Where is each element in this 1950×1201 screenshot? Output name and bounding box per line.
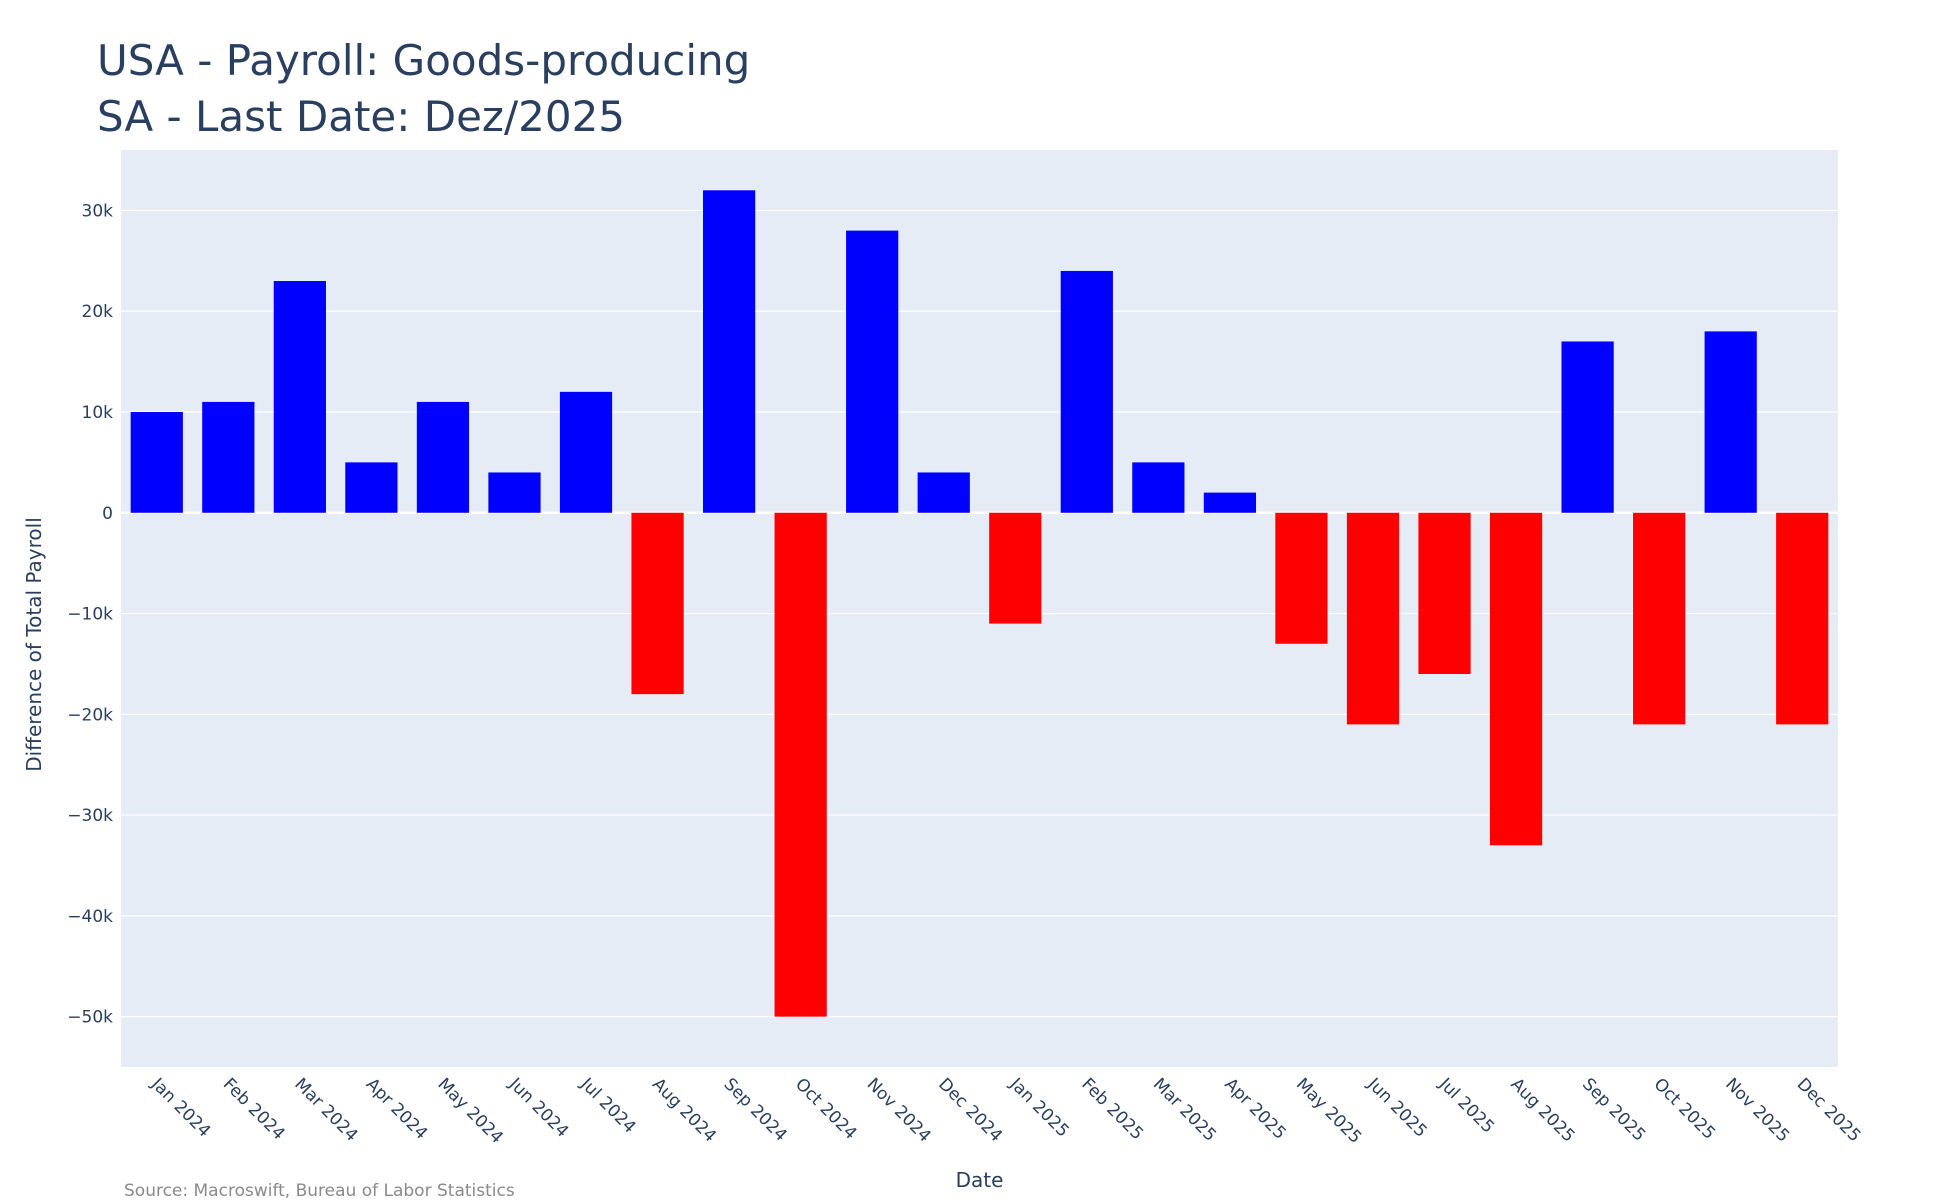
y-tick-label: −40k bbox=[67, 907, 113, 927]
bar bbox=[1489, 512, 1543, 846]
bar bbox=[416, 401, 470, 513]
x-tick-label: Jul 2024 bbox=[576, 1074, 640, 1138]
x-tick-label: Dec 2025 bbox=[1793, 1074, 1865, 1146]
y-tick-label: −10k bbox=[67, 605, 113, 625]
bar bbox=[130, 412, 183, 513]
x-tick-label: Sep 2024 bbox=[720, 1074, 791, 1145]
chart-title-line-1: USA - Payroll: Goods-producing bbox=[97, 36, 751, 85]
bar bbox=[1346, 512, 1400, 725]
x-tick-label: Mar 2024 bbox=[290, 1074, 361, 1145]
y-tick-label: 10k bbox=[82, 403, 114, 423]
x-tick-label: Jul 2025 bbox=[1434, 1074, 1498, 1138]
x-tick-label: Jan 2024 bbox=[147, 1074, 215, 1142]
x-tick-label: Aug 2025 bbox=[1507, 1074, 1579, 1146]
grid-lines bbox=[121, 209, 1838, 1018]
y-tick-label: 20k bbox=[82, 302, 114, 322]
bar bbox=[917, 472, 970, 513]
x-tick-label: Nov 2025 bbox=[1721, 1074, 1793, 1146]
x-tick-label: Jan 2025 bbox=[1005, 1074, 1073, 1142]
bar bbox=[1418, 512, 1471, 674]
bar bbox=[1561, 341, 1614, 513]
bar bbox=[774, 512, 827, 1017]
y-tick-label: 0 bbox=[102, 504, 113, 524]
bar-series bbox=[130, 190, 1829, 1017]
bar bbox=[1704, 331, 1757, 513]
y-tick-label: −50k bbox=[67, 1008, 113, 1028]
x-tick-label: Oct 2025 bbox=[1650, 1074, 1719, 1143]
bar bbox=[846, 230, 899, 513]
x-tick-label: Mar 2025 bbox=[1149, 1074, 1220, 1145]
x-tick-label: Jun 2025 bbox=[1363, 1074, 1431, 1142]
bar bbox=[1633, 512, 1686, 725]
x-tick-label: Jun 2024 bbox=[504, 1074, 572, 1142]
bar bbox=[488, 472, 541, 513]
y-tick-label: 30k bbox=[82, 201, 114, 221]
x-tick-label: May 2025 bbox=[1292, 1074, 1365, 1147]
bar bbox=[1275, 512, 1328, 644]
y-axis-ticks: 30k 20k 10k 0 −10k −20k −30k −40k −50k bbox=[67, 201, 113, 1027]
bar bbox=[1132, 462, 1185, 513]
bar bbox=[1776, 512, 1829, 725]
y-axis-label: Difference of Total Payroll bbox=[22, 517, 46, 772]
y-tick-label: −30k bbox=[67, 806, 113, 826]
bar bbox=[1203, 492, 1257, 513]
x-tick-label: Nov 2024 bbox=[863, 1074, 935, 1146]
bar bbox=[702, 190, 756, 513]
x-tick-label: Oct 2024 bbox=[791, 1074, 860, 1143]
x-tick-label: May 2024 bbox=[433, 1074, 506, 1147]
bar bbox=[202, 401, 255, 513]
source-note: Source: Macroswift, Bureau of Labor Stat… bbox=[124, 1181, 515, 1201]
x-tick-label: Apr 2024 bbox=[362, 1074, 431, 1143]
x-axis-ticks: Jan 2024 Feb 2024 Mar 2024 Apr 2024 May 2024… bbox=[147, 1074, 1865, 1148]
chart-title-line-2: SA - Last Date: Dez/2025 bbox=[97, 92, 626, 141]
x-axis-label: Date bbox=[956, 1168, 1004, 1192]
bar bbox=[559, 391, 613, 513]
y-tick-label: −20k bbox=[67, 705, 113, 725]
bar bbox=[345, 462, 398, 513]
plot-area bbox=[121, 150, 1838, 1067]
bar bbox=[1060, 270, 1113, 513]
bar bbox=[989, 512, 1042, 624]
x-tick-label: Sep 2025 bbox=[1578, 1074, 1649, 1145]
x-tick-label: Feb 2024 bbox=[219, 1074, 289, 1144]
x-tick-label: Feb 2025 bbox=[1077, 1074, 1147, 1144]
x-tick-label: Apr 2025 bbox=[1220, 1074, 1289, 1143]
x-tick-label: Aug 2024 bbox=[648, 1074, 720, 1146]
x-tick-label: Dec 2024 bbox=[934, 1074, 1006, 1146]
bar bbox=[631, 512, 684, 695]
bar bbox=[273, 281, 326, 513]
